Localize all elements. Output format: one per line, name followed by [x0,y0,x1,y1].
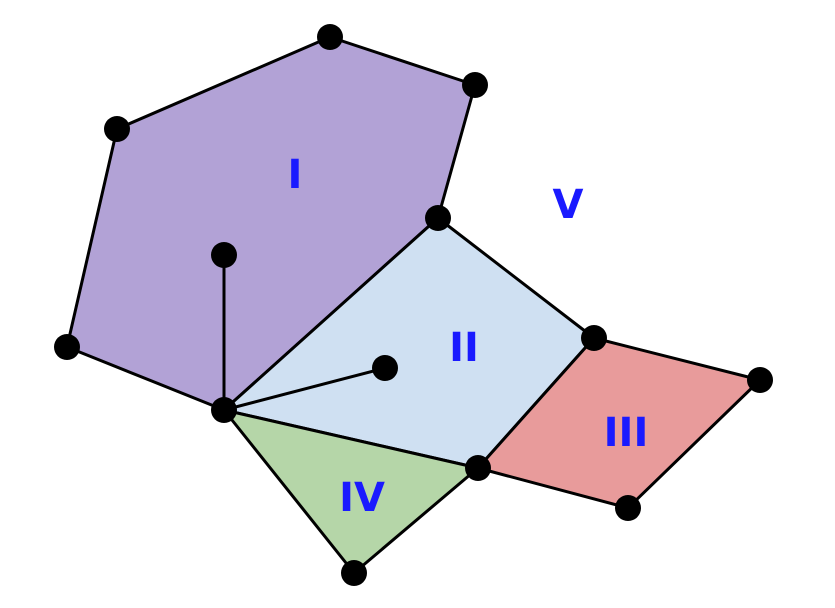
face-label-I: I [288,152,303,198]
face-IV-region [222,408,480,575]
vertex [462,72,488,98]
vertex [317,24,343,50]
vertex [465,455,491,481]
vertex [54,334,80,360]
face-label-IV: IV [339,475,385,521]
vertex [211,242,237,268]
vertex [372,355,398,381]
vertex [615,495,641,521]
vertex [425,205,451,231]
vertex [581,325,607,351]
face-label-II: II [449,325,479,371]
vertex [747,367,773,393]
vertex [341,560,367,586]
vertex [104,116,130,142]
face-label-V: V [553,182,584,228]
face-label-III: III [604,410,649,456]
dangling-edge-face-II [222,366,387,412]
vertex [211,397,237,423]
vertices [54,24,773,586]
